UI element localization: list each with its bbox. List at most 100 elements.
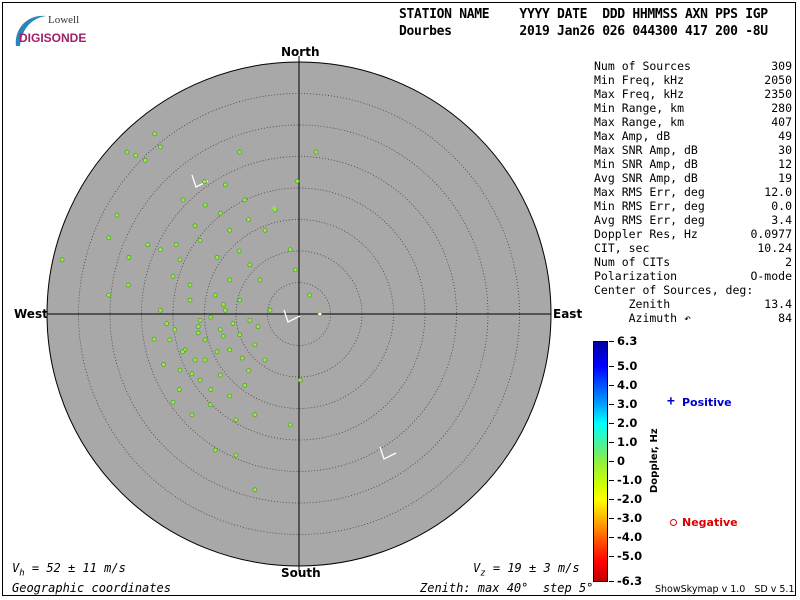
source-point bbox=[240, 355, 245, 361]
stat-value: 3.4 bbox=[771, 213, 792, 227]
stat-label: Max Range, km bbox=[594, 115, 685, 129]
colorbar-tick-label: 6.3 bbox=[617, 334, 638, 348]
source-point bbox=[124, 149, 130, 155]
stat-value: 309 bbox=[771, 59, 792, 73]
stat-row: Polarization O-mode bbox=[594, 270, 792, 284]
vh-subscript: h bbox=[19, 568, 25, 579]
source-point bbox=[297, 377, 303, 383]
stat-row: Avg SNR Amp, dB 19 bbox=[594, 172, 792, 186]
source-point bbox=[247, 317, 253, 323]
source-point bbox=[252, 487, 258, 493]
source-point bbox=[222, 182, 228, 188]
source-point bbox=[167, 337, 173, 343]
stat-row: Zenith 13.4 bbox=[594, 298, 792, 312]
source-point bbox=[158, 247, 163, 253]
vh-value: = 52 ± 11 m/s bbox=[24, 561, 126, 575]
source-point bbox=[214, 349, 220, 355]
source-point bbox=[172, 327, 178, 333]
source-point bbox=[106, 235, 112, 241]
source-point bbox=[247, 262, 253, 268]
source-point bbox=[252, 342, 258, 348]
source-point bbox=[161, 362, 166, 367]
source-point bbox=[237, 149, 243, 155]
label-west: West bbox=[14, 307, 48, 321]
colorbar-tick-label: -6.3 bbox=[617, 574, 643, 588]
source-point bbox=[151, 336, 157, 342]
source-point bbox=[158, 144, 163, 150]
source-point bbox=[192, 357, 198, 363]
stat-value: 0.0 bbox=[771, 199, 792, 213]
source-point bbox=[197, 237, 203, 243]
stat-value: 2 bbox=[785, 255, 792, 269]
source-point bbox=[106, 292, 112, 298]
positive-marker-icon: + bbox=[667, 394, 675, 409]
stat-value: 10.24 bbox=[757, 241, 792, 255]
source-point bbox=[233, 417, 239, 423]
stat-value: 2050 bbox=[764, 73, 792, 87]
source-point bbox=[313, 149, 319, 155]
stat-row: Max Amp, dB 49 bbox=[594, 130, 792, 144]
source-point bbox=[142, 157, 148, 163]
source-point bbox=[177, 367, 183, 373]
source-point bbox=[202, 357, 208, 363]
source-point bbox=[145, 242, 151, 247]
center-of-sources-marker bbox=[318, 312, 322, 316]
source-point bbox=[227, 227, 232, 233]
stat-row: Doppler Res, Hz 0.0977 bbox=[594, 228, 792, 242]
stat-value: 0.0977 bbox=[750, 227, 792, 241]
source-point bbox=[237, 332, 243, 338]
source-point bbox=[208, 314, 214, 320]
stat-row: Center of Sources, deg: bbox=[594, 284, 792, 298]
velocity-arrow-icon bbox=[379, 446, 397, 460]
stat-label: Polarization bbox=[594, 269, 678, 283]
source-point bbox=[177, 387, 182, 392]
logo-line1: Lowell bbox=[48, 14, 80, 26]
vz-subscript: z bbox=[480, 568, 486, 579]
colorbar-label: Doppler, Hz bbox=[649, 428, 660, 493]
source-point bbox=[294, 178, 300, 184]
source-point bbox=[202, 202, 208, 208]
label-south: South bbox=[281, 566, 321, 580]
source-point bbox=[230, 321, 236, 326]
source-point bbox=[187, 282, 193, 288]
vz-value: = 19 ± 3 m/s bbox=[485, 561, 580, 575]
source-point bbox=[217, 372, 223, 378]
stat-label: Max RMS Err, deg bbox=[594, 185, 705, 199]
source-point bbox=[262, 357, 268, 363]
source-point bbox=[287, 247, 293, 253]
source-point bbox=[125, 282, 131, 288]
legend-negative: Negative bbox=[682, 516, 738, 529]
source-point bbox=[195, 330, 201, 336]
colorbar-tick-label: -4.0 bbox=[617, 530, 643, 545]
source-point bbox=[242, 197, 248, 203]
colorbar-tick-label: 1.0 bbox=[617, 434, 638, 449]
source-point bbox=[170, 399, 176, 405]
colorbar-tick-mark bbox=[609, 518, 614, 520]
source-point bbox=[255, 324, 261, 329]
source-point bbox=[208, 387, 214, 392]
colorbar-tick-mark bbox=[609, 480, 614, 482]
source-point bbox=[212, 292, 218, 298]
source-point bbox=[257, 277, 263, 283]
legend-positive: Positive bbox=[682, 396, 732, 409]
colorbar-tick-mark bbox=[609, 365, 614, 367]
colorbar-tick-mark bbox=[609, 499, 614, 501]
source-point bbox=[227, 347, 232, 353]
source-point bbox=[180, 349, 185, 355]
stat-label: Min Range, km bbox=[594, 101, 685, 115]
source-point bbox=[187, 297, 193, 303]
stat-label: Doppler Res, Hz bbox=[594, 227, 698, 241]
source-point bbox=[214, 254, 220, 260]
stat-row: Max Freq, kHz 2350 bbox=[594, 88, 792, 102]
source-point bbox=[207, 402, 213, 408]
stat-value: 84 bbox=[778, 311, 792, 325]
stat-value: 12.0 bbox=[764, 185, 792, 199]
source-point bbox=[292, 267, 298, 273]
vz-readout: Vz = 19 ± 3 m/s bbox=[473, 561, 580, 579]
colorbar-tick-mark bbox=[609, 384, 614, 386]
stat-row: Max SNR Amp, dB 30 bbox=[594, 144, 792, 158]
source-point bbox=[262, 227, 268, 233]
source-point bbox=[197, 377, 203, 383]
